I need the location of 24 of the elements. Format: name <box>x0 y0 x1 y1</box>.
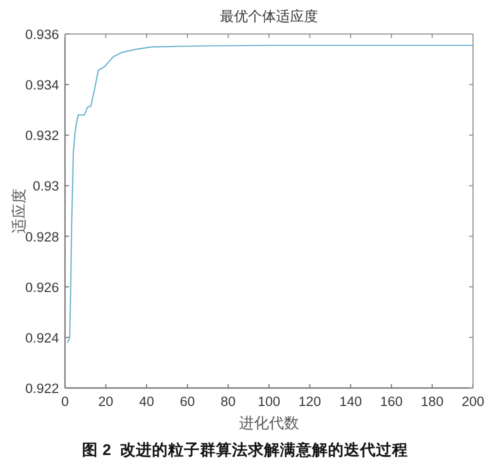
x-tick-label: 60 <box>180 394 195 409</box>
y-tick-label: 0.93 <box>32 178 59 194</box>
x-tick-label: 0 <box>61 394 69 409</box>
x-tick-label: 160 <box>380 394 403 409</box>
caption: 图 2 改进的粒子群算法求解满意解的迭代过程 <box>82 441 408 459</box>
y-tick-label: 0.932 <box>25 128 59 144</box>
y-tick-label: 0.926 <box>25 280 59 295</box>
y-axis-title: 适应度 <box>11 188 28 234</box>
y-tick-label: 0.928 <box>25 229 59 244</box>
x-tick-label: 20 <box>98 394 114 409</box>
x-tick-label: 100 <box>258 394 280 409</box>
x-tick-label: 80 <box>220 394 236 409</box>
x-tick-label: 40 <box>139 394 154 409</box>
y-tick-label: 0.924 <box>25 330 60 346</box>
x-tick-label: 140 <box>339 394 362 409</box>
y-tick-label: 0.922 <box>25 381 59 396</box>
x-axis-title: 进化代数 <box>239 415 299 432</box>
x-tick-label: 180 <box>420 394 444 409</box>
y-tick-label: 0.934 <box>25 78 60 93</box>
x-tick-label: 120 <box>298 394 322 409</box>
x-tick-label: 200 <box>462 394 484 409</box>
line-series <box>67 44 474 344</box>
y-tick-label: 0.936 <box>25 27 59 42</box>
chart-title: 最优个体适应度 <box>220 8 318 24</box>
